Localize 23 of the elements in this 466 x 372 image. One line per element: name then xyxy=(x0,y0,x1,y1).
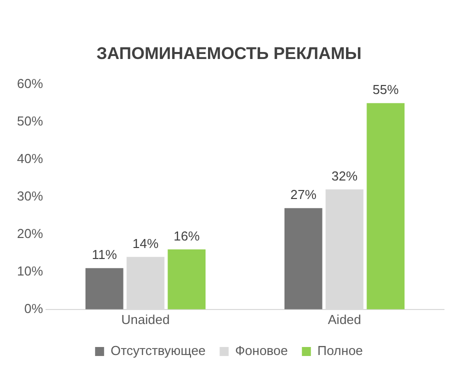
data-label: 14% xyxy=(132,236,159,251)
data-label: 32% xyxy=(331,168,358,184)
legend-label: Отсутствующее xyxy=(110,343,206,358)
bar xyxy=(284,208,322,310)
y-tick-label: 60% xyxy=(16,76,44,91)
legend-label: Фоновое xyxy=(235,343,288,358)
data-label: 16% xyxy=(174,228,200,244)
y-tick-label: 40% xyxy=(16,150,44,166)
chart-title: ЗАПОМИНАЕМОСТЬ РЕКЛАМЫ xyxy=(96,44,362,63)
x-tick-label: Unaided xyxy=(121,312,170,327)
y-tick-label: 0% xyxy=(24,300,44,316)
data-label: 27% xyxy=(290,187,317,202)
bar xyxy=(85,268,124,310)
x-tick-label: Aided xyxy=(328,312,362,327)
data-label: 11% xyxy=(92,247,118,262)
legend-label: Полное xyxy=(317,343,363,358)
bar xyxy=(168,249,206,310)
data-label: 55% xyxy=(372,82,400,98)
y-tick-label: 30% xyxy=(16,188,44,204)
y-tick-label: 50% xyxy=(16,113,44,128)
y-tick-label: 10% xyxy=(16,263,44,278)
y-tick-label: 20% xyxy=(16,226,44,241)
bar xyxy=(366,103,405,310)
